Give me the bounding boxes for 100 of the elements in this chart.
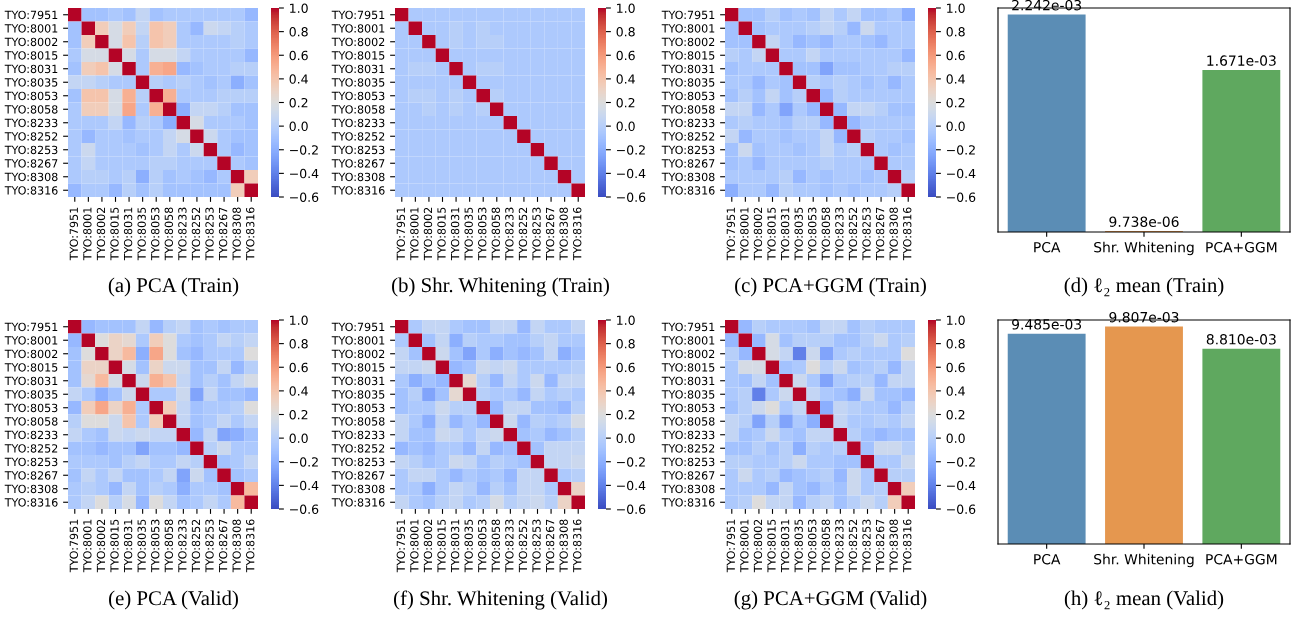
color-bar-label: 0.0 — [289, 121, 308, 132]
y-tick-label: TYO:8058 — [4, 105, 58, 114]
x-tick-label: TYO:8308 — [889, 519, 898, 573]
y-tick-label: TYO:8031 — [661, 376, 715, 386]
y-tick-label: TYO:8002 — [4, 37, 58, 47]
y-tick-label: TYO:8316 — [4, 498, 58, 507]
x-tick-label: TYO:8316 — [573, 519, 582, 573]
x-tick-label: TYO:8035 — [794, 519, 803, 573]
color-bar-label: 0.8 — [616, 339, 635, 349]
x-tick-label: TYO:8035 — [794, 207, 803, 261]
y-tick-label: TYO:8253 — [661, 457, 715, 467]
color-bar-label: 0.4 — [946, 386, 965, 396]
color-bar-label: −0.2 — [947, 145, 975, 155]
color-bar-label: −0.2 — [617, 145, 645, 155]
y-tick-label: TYO:8267 — [661, 471, 715, 480]
x-tick-label: TYO:8308 — [559, 207, 568, 261]
x-tick-label: TYO:8002 — [753, 519, 763, 573]
color-bar-label: 0.8 — [946, 339, 965, 349]
y-tick-label: TYO:8316 — [4, 186, 58, 195]
x-tick-label: TYO:8053 — [808, 207, 817, 261]
y-tick-label: TYO:7951 — [4, 322, 58, 332]
x-tick-label: PCA+GGM — [1206, 553, 1277, 565]
x-tick-label: TYO:8035 — [464, 519, 473, 573]
color-bar-label: 0.8 — [616, 27, 635, 37]
x-tick-label: TYO:8058 — [164, 519, 174, 573]
x-tick-label: TYO:8015 — [767, 519, 776, 573]
x-tick-label: TYO:8058 — [821, 207, 831, 261]
y-tick-label: TYO:8053 — [661, 91, 715, 101]
color-bar-label: −0.6 — [947, 504, 976, 514]
text: (a) PCA (Train) — [108, 277, 239, 297]
x-tick-label: TYO:8053 — [478, 207, 487, 261]
color-bar-label: 1.0 — [290, 3, 308, 13]
color-bar-label: −0.6 — [617, 192, 646, 202]
x-tick-label: TYO:8001 — [410, 519, 419, 573]
x-tick-label: TYO:8053 — [478, 519, 487, 573]
x-tick-label: TYO:8252 — [518, 519, 528, 573]
color-bar-label: −0.6 — [290, 504, 319, 514]
x-tick-label: TYO:8015 — [767, 207, 776, 261]
color-bar-label: 0.2 — [289, 409, 308, 420]
y-tick-label: TYO:8015 — [661, 363, 715, 372]
x-tick-label: TYO:8267 — [545, 519, 555, 573]
y-tick-label: TYO:8252 — [331, 444, 385, 453]
text: (e) PCA (Valid) — [109, 590, 238, 610]
x-tick-label: TYO:8031 — [450, 519, 460, 573]
color-bar-label: 1.0 — [617, 3, 635, 13]
x-tick-label: TYO:8253 — [862, 519, 871, 573]
y-tick-label: TYO:8058 — [661, 417, 715, 426]
data-label: 8.810e-03 — [1206, 334, 1276, 345]
y-tick-label: TYO:8053 — [331, 91, 385, 101]
color-bar-label: −0.4 — [290, 168, 319, 179]
x-tick-label: TYO:8253 — [205, 207, 214, 261]
y-tick-label: TYO:8035 — [331, 78, 385, 87]
y-tick-label: TYO:8002 — [661, 349, 715, 359]
y-tick-label: TYO:8252 — [331, 132, 385, 141]
y-tick-label: TYO:8001 — [331, 24, 385, 33]
x-tick-label: TYO:8267 — [218, 519, 228, 573]
y-tick-label: TYO:8233 — [4, 430, 58, 440]
color-bar-label: 0.6 — [289, 50, 308, 61]
data-label: 9.738e-06 — [1109, 216, 1179, 227]
x-tick-label: TYO:8002 — [96, 207, 106, 261]
x-tick-label: TYO:8031 — [450, 207, 460, 261]
color-bar-label: −0.4 — [617, 480, 646, 491]
x-tick-label: TYO:8233 — [505, 207, 514, 261]
color-bar-label: −0.4 — [617, 168, 646, 179]
color-bar-label: 0.4 — [289, 386, 308, 396]
color-bar-label: 0.2 — [946, 409, 965, 420]
y-tick-label: TYO:8035 — [661, 78, 715, 87]
x-tick-label: TYO:8308 — [232, 207, 241, 261]
color-bar-label: −0.4 — [947, 168, 976, 179]
data-label: 9.807e-03 — [1109, 311, 1179, 323]
color-bar-label: 0.2 — [289, 97, 308, 108]
y-tick-label: TYO:8035 — [661, 390, 715, 399]
color-bar-label: 0.2 — [946, 97, 965, 108]
x-tick-label: TYO:8058 — [491, 519, 501, 573]
y-tick-label: TYO:8233 — [661, 118, 715, 128]
color-bar-label: 0.0 — [616, 433, 635, 444]
x-tick-label: TYO:8267 — [218, 207, 228, 261]
y-tick-label: TYO:8001 — [4, 24, 58, 33]
x-tick-label: TYO:8035 — [137, 519, 146, 573]
x-tick-label: Shr. Whitening — [1094, 241, 1194, 256]
x-tick-label: TYO:8053 — [151, 519, 160, 573]
color-bar-label: 1.0 — [947, 315, 965, 325]
x-tick-label: TYO:8233 — [505, 519, 514, 573]
y-tick-label: TYO:8316 — [661, 498, 715, 507]
x-tick-label: TYO:8308 — [232, 519, 241, 573]
y-tick-label: TYO:8253 — [4, 457, 58, 467]
color-bar-label: 0.4 — [616, 74, 635, 84]
y-tick-label: TYO:8252 — [661, 444, 715, 453]
x-tick-label: TYO:8015 — [110, 519, 119, 573]
color-bar-label: −0.6 — [290, 192, 319, 202]
x-tick-label: TYO:8031 — [780, 207, 790, 261]
color-bar-label: 0.0 — [616, 121, 635, 132]
color-bar-label: 1.0 — [617, 315, 635, 325]
color-bar-label: 1.0 — [947, 3, 965, 13]
x-tick-label: TYO:8031 — [123, 519, 133, 573]
x-tick-label: TYO:8252 — [191, 207, 201, 261]
y-tick-label: TYO:8001 — [4, 336, 58, 345]
color-bar-label: 0.6 — [616, 362, 635, 373]
y-tick-label: TYO:8233 — [661, 430, 715, 440]
color-bar-label: 0.2 — [616, 409, 635, 420]
